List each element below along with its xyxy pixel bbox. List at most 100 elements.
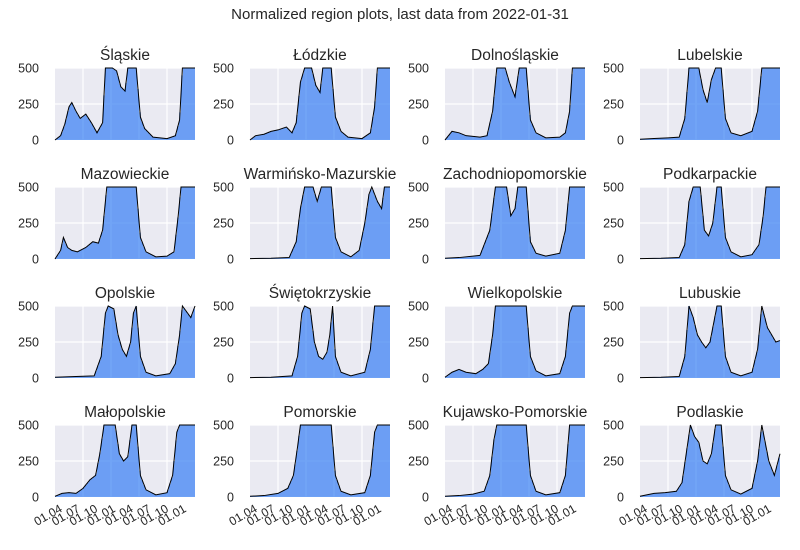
bar — [569, 187, 571, 259]
bar — [666, 137, 668, 140]
bar — [668, 257, 670, 259]
bar — [79, 118, 81, 140]
bar — [137, 446, 139, 497]
bar — [575, 68, 577, 140]
bar — [519, 306, 521, 378]
bar — [750, 372, 752, 378]
bar — [481, 491, 483, 497]
y-tick-label: 250 — [408, 455, 429, 469]
bar — [322, 187, 324, 259]
bar — [342, 252, 344, 259]
bar — [734, 133, 736, 140]
bar — [348, 375, 350, 378]
bar — [732, 372, 734, 378]
bar — [453, 495, 455, 497]
bar — [684, 354, 686, 378]
bar — [473, 136, 475, 140]
bar — [159, 137, 161, 140]
y-tick-label: 500 — [213, 181, 234, 195]
bar — [567, 444, 569, 497]
bar — [149, 134, 151, 140]
bar — [489, 228, 491, 259]
bar — [374, 431, 376, 497]
bar — [515, 89, 517, 140]
bar — [553, 493, 555, 497]
bar — [724, 232, 726, 259]
y-tick-label: 0 — [32, 253, 39, 267]
bar — [191, 425, 193, 497]
bar — [163, 256, 165, 259]
bar — [113, 187, 115, 259]
bar — [541, 373, 543, 378]
bar — [167, 255, 169, 259]
bar — [288, 485, 290, 497]
bar — [740, 494, 742, 497]
bar — [491, 456, 493, 497]
bar — [258, 495, 260, 497]
bar — [696, 333, 698, 378]
bar — [356, 374, 358, 378]
bar — [141, 241, 143, 259]
bar — [87, 117, 89, 140]
bar — [81, 376, 83, 378]
bar — [722, 89, 724, 140]
bar — [127, 455, 129, 497]
bar — [368, 479, 370, 497]
bar — [756, 247, 758, 259]
bar — [97, 243, 99, 259]
bar — [654, 493, 656, 497]
bar — [674, 491, 676, 497]
bar — [318, 195, 320, 259]
bar — [668, 137, 670, 140]
bar — [59, 251, 61, 259]
bar — [284, 489, 286, 497]
bar — [738, 255, 740, 259]
bar — [672, 376, 674, 378]
bar — [511, 425, 513, 497]
bar — [171, 136, 173, 140]
bar — [708, 92, 710, 140]
bar — [483, 136, 485, 140]
y-tick-label: 500 — [18, 62, 39, 76]
bar — [762, 217, 764, 259]
bar — [740, 375, 742, 378]
bar — [455, 495, 457, 497]
bar — [298, 435, 300, 497]
bar — [744, 256, 746, 259]
bar — [720, 68, 722, 140]
bar — [73, 376, 75, 378]
bar — [151, 492, 153, 497]
bar — [143, 126, 145, 140]
bar — [549, 255, 551, 259]
subplot: 0 250 500 Świętokrzyskie — [213, 284, 390, 386]
bar — [304, 68, 306, 140]
bar — [89, 376, 91, 378]
series-line — [444, 424, 585, 497]
bar — [294, 464, 296, 497]
bar — [129, 440, 131, 497]
bar — [376, 200, 378, 259]
bar — [581, 187, 583, 259]
bar — [774, 68, 776, 140]
bar — [296, 358, 298, 378]
bar — [67, 247, 69, 259]
bar — [652, 138, 654, 140]
bar — [117, 76, 119, 140]
bar — [181, 187, 183, 259]
bar — [111, 425, 113, 497]
y-tick-label: 500 — [213, 62, 234, 76]
bar — [646, 494, 648, 497]
bar — [268, 132, 270, 140]
series-line — [639, 186, 780, 260]
bar — [479, 255, 481, 259]
bar — [67, 110, 69, 140]
bar — [99, 127, 101, 140]
bar — [698, 187, 700, 259]
bar — [537, 371, 539, 378]
subplot-title: Zachodniopomorskie — [443, 166, 587, 183]
y-tick-label: 250 — [603, 98, 624, 112]
bar — [547, 494, 549, 497]
bar — [312, 425, 314, 497]
bar — [83, 115, 85, 140]
bar — [517, 187, 519, 259]
